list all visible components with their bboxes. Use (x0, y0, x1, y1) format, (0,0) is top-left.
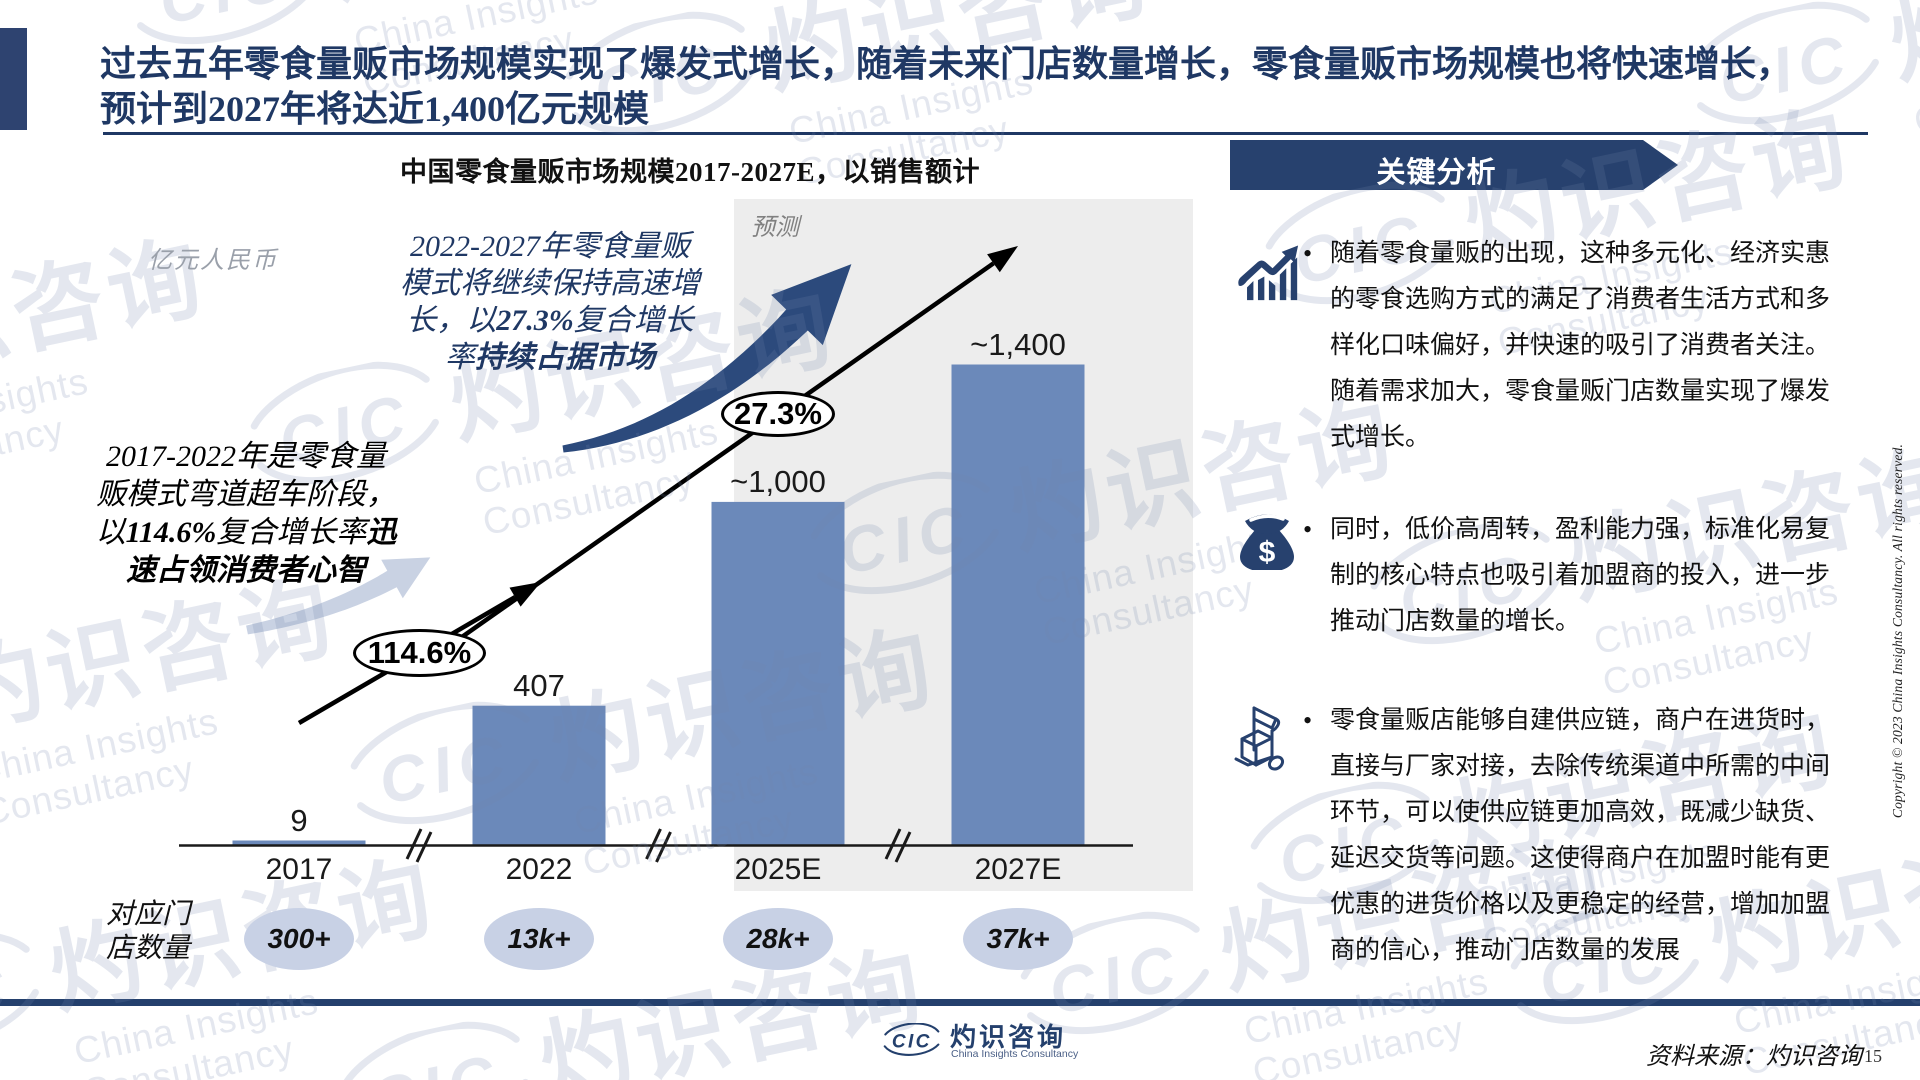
supply-chain-icon (1234, 706, 1285, 771)
store-count-row-label: 对应门 店数量 (106, 899, 191, 964)
cagr-badge-114.6: 114.6% (353, 629, 486, 677)
dollar-sign: $ (1259, 536, 1276, 569)
cagr-arrow-2022-2027 (430, 261, 995, 660)
annotation-2022-2027: 2022-2027年零食量贩 模式将继续保持高速增 长，以27.3%复合增长 率… (400, 230, 700, 374)
bar-2025E (711, 501, 845, 846)
cic-logo-swoosh (883, 1023, 940, 1056)
axis-break-marks (405, 828, 912, 863)
chart-title: 中国零食量贩市场规模2017-2027E，以销售额计 (400, 157, 980, 187)
money-bag-icon: $ (1240, 514, 1294, 570)
bullet-dot-3: • (1303, 706, 1313, 735)
cagr-arrow-2022-2027-head (987, 246, 1018, 273)
light-swoosh-arrow (246, 557, 431, 635)
y-axis-unit-label: 亿元人民币 (148, 248, 278, 274)
cagr-badge-27.3-label: 27.3% (734, 396, 822, 431)
axis-break-1 (645, 828, 672, 863)
bar-2022 (472, 705, 606, 846)
key-analysis-banner-label: 关键分析 (1376, 157, 1497, 189)
footer-rule (0, 999, 1920, 1006)
bar-2017 (232, 840, 366, 846)
cic-logo-icon: CIC (883, 1023, 940, 1056)
cic-footer-logo: CIC 灼识咨询 China Insights Consultancy (874, 1014, 1174, 1066)
copyright-vertical: Copyright © 2023 China Insights Consulta… (1890, 443, 1905, 819)
bullet-text-franchise-appeal: 同时，低价高周转，盈利能力强，标准化易复 制的核心特点也吸引着加盟商的投入，进一… (1330, 516, 1831, 635)
bullet-dot-2: • (1303, 515, 1313, 544)
bars-group (232, 364, 1085, 846)
annotation-2017-2022: 2017-2022年是零食量 贩模式弯道超车阶段， 以114.6%复合增长率迅 … (95, 440, 397, 587)
forecast-label: 预测 (751, 215, 799, 241)
axis-break-2 (884, 828, 912, 863)
axis-break-0 (405, 828, 433, 863)
growth-swoosh-arrow (562, 264, 852, 453)
bullet-text-supply-chain: 零食量贩店能够自建供应链，商户在进货时， 直接与厂家对接，去除传统渠道中所需的中… (1330, 707, 1831, 964)
bar-2027E (951, 364, 1085, 846)
page-number: 15 (1864, 1046, 1882, 1066)
bullet-text-market-emergence: 随着零食量贩的出现，这种多元化、经济实惠 的零食选购方式的满足了消费者生活方式和… (1330, 240, 1831, 451)
growth-chart-icon (1238, 245, 1299, 301)
footer-logo-name-cn: 灼识咨询 (950, 1022, 1067, 1052)
corner-accent-block (0, 28, 27, 130)
cagr-badge-27.3: 27.3% (721, 391, 835, 437)
key-analysis-banner (1230, 140, 1678, 190)
cic-logo-letters: CIC (892, 1032, 932, 1053)
page-title: 过去五年零食量贩市场规模实现了爆发式增长，随着未来门店数量增长，零食量贩市场规模… (100, 44, 1793, 129)
cagr-badge-114.6-label: 114.6% (367, 635, 472, 670)
source-note: 资料来源：灼识咨询 (1646, 1044, 1862, 1070)
bullet-dot-1: • (1303, 239, 1313, 268)
title-underline (103, 132, 1868, 135)
footer-logo-name-en: China Insights Consultancy (951, 1048, 1079, 1060)
